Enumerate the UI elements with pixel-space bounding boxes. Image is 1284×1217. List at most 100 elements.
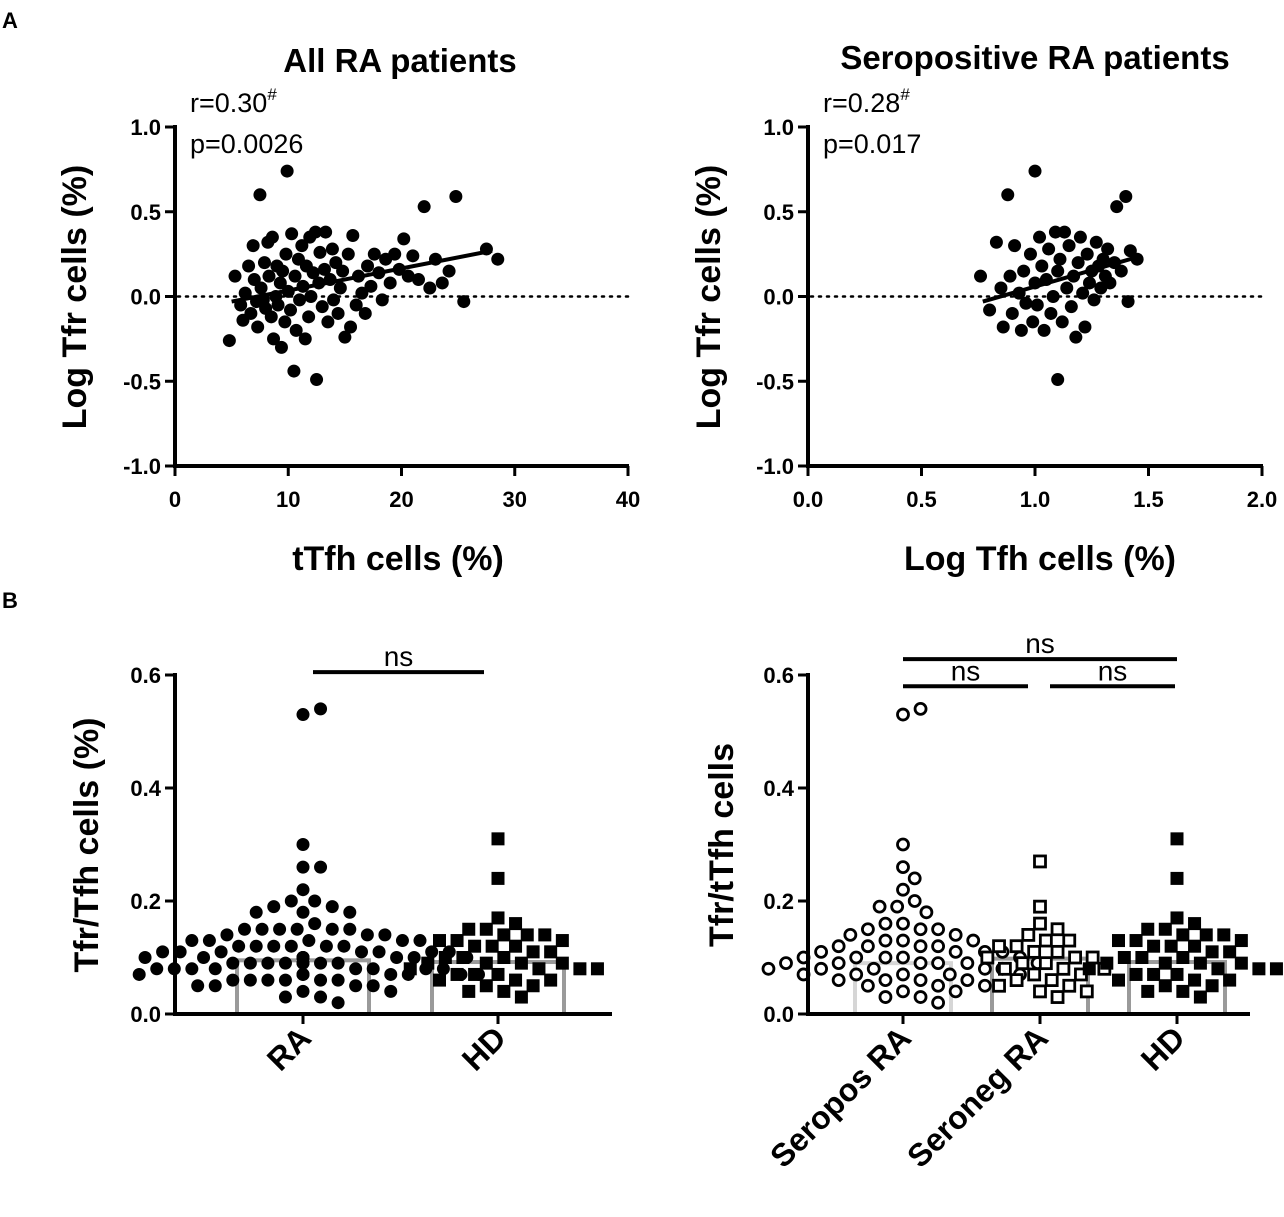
data-point [998,961,1012,976]
data-point [1234,956,1248,970]
data-point [1170,911,1184,925]
data-point [308,917,322,931]
data-point [1119,189,1133,203]
data-point [261,973,275,987]
data-point [491,252,505,266]
data-point [831,956,846,971]
data-point [814,961,828,976]
data-point [333,281,347,295]
y-tick-label: -1.0 [123,454,161,479]
data-point [314,990,328,1004]
data-point [861,939,875,954]
data-point [1112,934,1125,948]
data-point [378,928,392,942]
data-point [878,933,893,948]
panel-label-b: B [2,588,18,613]
data-point [1050,944,1065,959]
data-point [425,945,439,959]
x-tick-label: 0.5 [906,487,937,512]
data-point [364,279,378,293]
data-point [1064,300,1078,314]
data-point [1176,984,1190,998]
data-point [919,905,934,920]
data-point [344,320,358,334]
data-point [367,247,381,261]
data-point [243,973,257,987]
data-point [249,905,263,919]
data-point [150,962,164,976]
data-point [1053,252,1067,266]
data-point [1223,973,1237,987]
data-point [1100,956,1114,970]
significance-label: ns [384,641,414,672]
data-point [544,945,558,959]
data-point [242,259,256,273]
data-point [314,973,328,987]
data-point [1211,962,1225,976]
data-point [246,239,260,253]
data-point [1038,956,1053,971]
data-point [214,945,228,959]
data-point [313,245,327,259]
data-point [308,225,322,239]
data-point [226,956,240,970]
data-point [366,962,380,976]
data-point [261,956,275,970]
data-point [325,242,339,256]
x-tick-label: 20 [389,487,413,512]
data-point [532,962,546,976]
data-point [1050,922,1065,937]
data-point [279,247,293,261]
data-point [255,922,269,936]
data-point [278,315,292,329]
data-point [1147,939,1161,953]
data-point [280,164,294,178]
data-point [435,276,449,290]
data-point [456,951,470,964]
data-point [375,293,389,307]
data-point [1176,951,1190,964]
dotplot-chart-ra-vs-hd: 0.6 0.4 0.2 0.0 RA HD ns Tfr/Tfh cells (%) [68,641,612,1078]
data-point [267,332,281,346]
data-point [509,917,523,931]
data-point [980,950,995,965]
data-point [1223,945,1237,959]
data-point [295,239,309,253]
y-tick-label: 1.0 [763,115,794,140]
data-point [1001,188,1015,202]
data-point [468,967,482,981]
data-point [372,945,386,959]
data-point [960,973,975,987]
data-point [273,922,287,936]
data-point [156,945,170,959]
y-tick-label: 0.2 [130,889,161,914]
data-point [421,956,435,970]
y-axis-title: Tfr/tTfh cells [703,743,741,947]
data-point [355,286,369,300]
data-point [1176,928,1190,942]
data-point [555,934,569,948]
data-point [479,956,493,970]
data-point [1158,956,1172,970]
data-point [1044,306,1058,320]
data-point [849,950,864,965]
data-point [1188,973,1202,987]
data-point [1051,264,1065,278]
significance-label: ns [1098,655,1128,686]
data-point [244,306,258,320]
data-point [1044,973,1059,987]
data-point [336,264,350,278]
data-point [485,939,499,953]
data-point [450,934,464,948]
y-axis-title: Tfr/Tfh cells (%) [68,717,106,972]
data-point [896,933,910,948]
data-point [931,922,945,937]
data-point [514,956,528,970]
data-point [202,934,216,948]
data-point [491,832,505,846]
data-point [302,310,316,324]
data-point [1188,939,1202,953]
y-tick-label: 0.5 [763,200,794,225]
data-point [1080,247,1094,261]
data-point [989,235,1003,249]
